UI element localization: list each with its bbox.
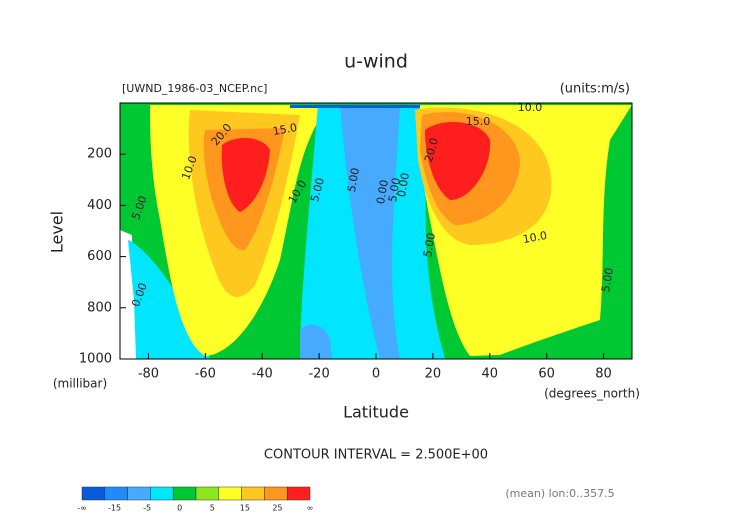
fill-region [425,121,491,200]
colorbar-swatch [218,486,242,501]
fill-region [290,105,420,108]
contour-label: 5.00 [421,232,438,258]
x-tick-label: 20 [425,367,442,382]
colorbar-swatch [286,486,311,501]
colorbar-label: ∞ [307,504,314,513]
colorbar-swatch [241,486,265,501]
x-tick-label: -60 [195,367,216,382]
colorbar-swatch [150,486,174,501]
contour-label: 5.00 [308,176,327,203]
colorbar-label: -∞ [77,504,87,513]
fill-region [221,138,270,212]
x-tick-label: 80 [595,367,612,382]
contour-label: 5.00 [599,267,616,293]
contour-interval: CONTOUR INTERVAL = 2.500E+00 [264,448,488,463]
colorbar-swatch [172,486,197,501]
colorbar-swatch [264,486,288,501]
x-tick-label: 60 [538,367,555,382]
colorbar-label: -5 [143,504,151,513]
colorbar: -∞ -15 -5 0 5 15 25 ∞ [77,486,314,513]
subtitle: [UWND_1986-03_NCEP.nc] [122,82,267,95]
x-tick-label: 0 [372,367,380,382]
x-unit: (degrees_north) [544,387,640,401]
y-tick-label: 600 [87,249,112,264]
contour-label: 10.0 [518,101,543,114]
colorbar-swatch [104,486,128,501]
footnote: (mean) lon:0..357.5 [505,487,614,500]
contour-label: 10.0 [522,229,548,246]
colorbar-swatch [81,486,106,501]
x-axis-label: Latitude [343,403,409,422]
chart-title: u-wind [344,51,408,73]
x-tick-label: -80 [138,367,159,382]
contour-label: 15.0 [466,115,491,128]
contour-label: 5.00 [345,167,362,193]
colorbar-label: 15 [240,504,250,513]
colorbar-swatch [195,486,220,501]
y-tick-label: 200 [87,147,112,162]
contour-label: 15.0 [272,121,298,138]
contour-label: 0.00 [374,179,391,205]
x-tick-label: -40 [252,367,273,382]
y-tick-label: 800 [87,300,112,315]
x-tick-label: -20 [308,367,329,382]
fill-region [300,324,332,359]
y-axis-label: Level [48,211,67,253]
colorbar-label: -15 [108,504,121,513]
x-tick-label: 40 [482,367,499,382]
units: (units:m/s) [560,82,630,97]
contour-label: 0.00 [395,172,412,198]
fill-region [340,105,400,359]
y-tick-label: 1000 [79,352,112,367]
contour-label: 5.00 [386,177,403,203]
contour-label: 20.0 [422,136,441,163]
colorbar-label: 5 [210,504,215,513]
axes: -80 -60 -40 -20 0 20 40 60 80 200 400 600 800 1000 [79,147,612,382]
colorbar-label: 0 [177,504,182,513]
colorbar-label: 25 [272,504,282,513]
y-unit: (millibar) [53,377,107,391]
colorbar-swatch [127,486,151,501]
y-tick-label: 400 [87,198,112,213]
